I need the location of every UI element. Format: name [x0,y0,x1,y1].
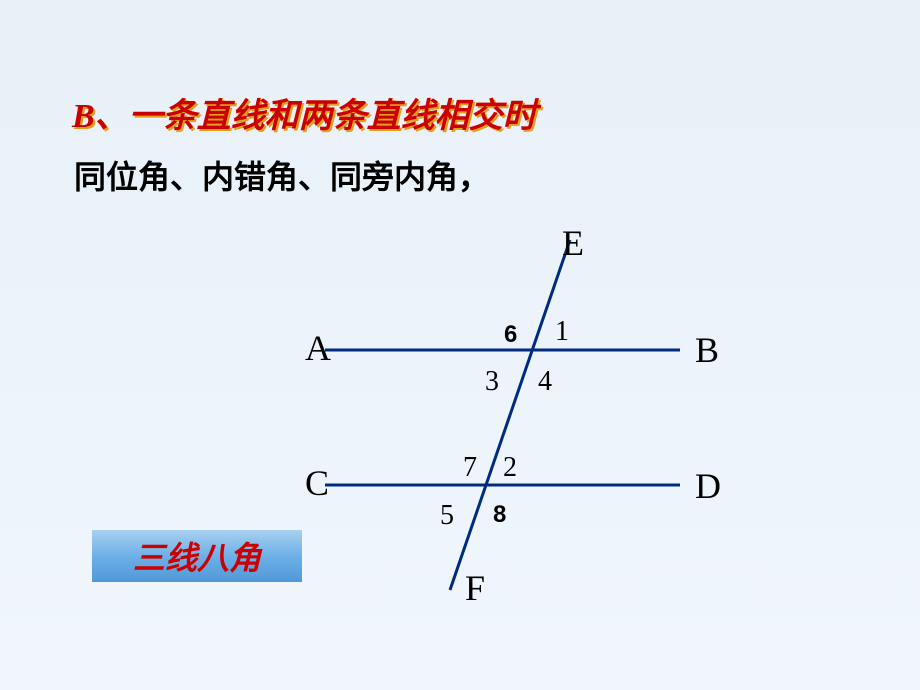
title-heading: B、一条直线和两条直线相交时 B、一条直线和两条直线相交时 [72,88,537,137]
geometry-diagram: A B C D E F 1 2 3 4 5 6 78 [250,220,750,620]
angle-labels: 1 2 3 4 5 6 78 [440,316,569,531]
line-EF [450,240,570,590]
point-label-E: E [562,223,584,263]
diagram-svg: A B C D E F 1 2 3 4 5 6 78 [250,220,750,620]
angle-label-5: 5 [440,500,454,531]
angle-label-7: 7 [463,452,477,483]
badge-text: 三线八角 [133,533,261,579]
angle-label-1: 1 [555,316,569,347]
point-label-D: D [695,466,721,506]
title-text: B、一条直线和两条直线相交时 [72,98,537,135]
point-label-C: C [305,463,329,503]
point-label-B: B [695,330,719,370]
subtitle-text: 同位角、内错角、同旁内角， [74,152,490,198]
angle-label-8: 8 [493,501,506,528]
angle-label-6: 6 [504,321,517,348]
angle-label-2: 2 [503,452,517,483]
angle-label-4: 4 [538,366,552,397]
point-label-A: A [305,328,331,368]
angle-label-3: 3 [485,366,499,397]
point-labels: A B C D E F [305,223,721,608]
point-label-F: F [465,568,485,608]
